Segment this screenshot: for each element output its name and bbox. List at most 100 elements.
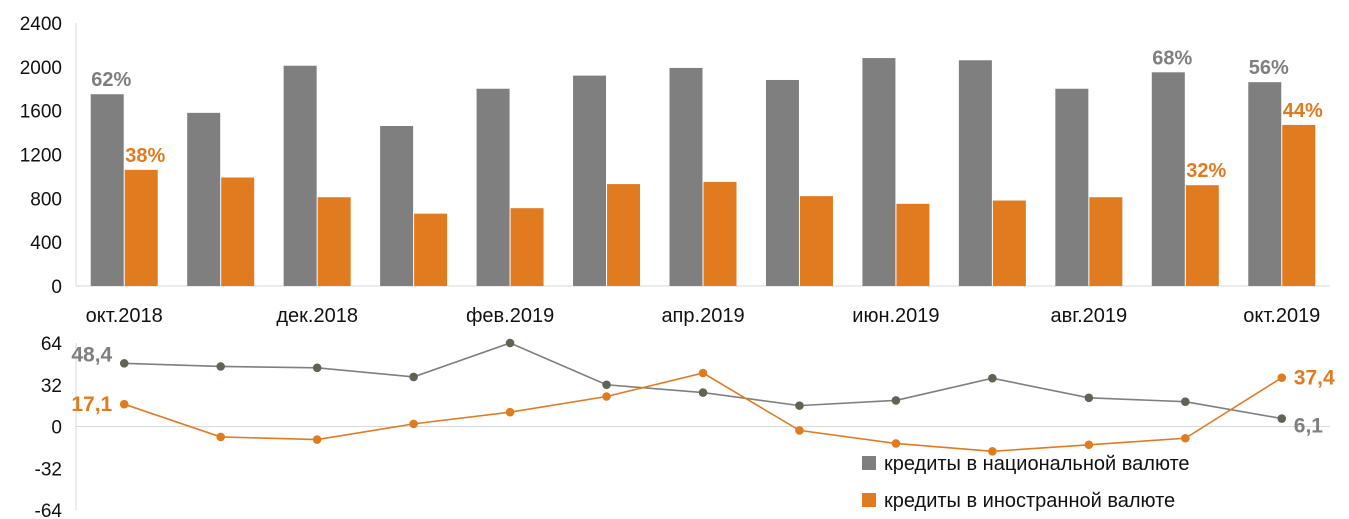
bar-national [573, 75, 607, 286]
bar-x-tick-label: фев.2019 [466, 305, 554, 327]
point-national [1181, 397, 1190, 407]
line-chart: -64 -32 0 32 64 48,4 17,1 6,1 37,4 [35, 334, 1335, 519]
bar-national [1151, 72, 1185, 286]
point-foreign [1277, 373, 1287, 383]
point-national [1277, 414, 1287, 423]
point-foreign [1181, 433, 1190, 443]
bar-annotation: 68% [1152, 47, 1192, 69]
line-point-label: 17,1 [71, 393, 112, 416]
bar-foreign [1185, 185, 1219, 286]
line-y-tick-label: -64 [35, 501, 63, 519]
bar-y-tick-label: 1600 [20, 102, 62, 123]
bar-foreign [607, 184, 641, 286]
bar-x-tick-label: июн.2019 [852, 305, 939, 327]
bar-y-tick-label: 800 [30, 189, 62, 210]
line-y-tick-label: 0 [51, 418, 62, 439]
bar-x-tick-label: апр.2019 [661, 305, 744, 327]
line-point-label: 48,4 [71, 343, 112, 366]
point-foreign [891, 439, 901, 448]
point-national [988, 373, 997, 383]
point-national [505, 338, 515, 348]
bar-chart-axes [75, 23, 1330, 287]
line-chart-axes [75, 343, 1330, 510]
bar-foreign [414, 213, 448, 286]
legend-label-national: кредиты в национальной валюте [884, 453, 1190, 475]
bar-y-tick-label: 2400 [20, 14, 62, 35]
point-foreign [409, 419, 418, 429]
line-chart-point-labels: 48,4 17,1 6,1 37,4 [71, 343, 1335, 437]
bar-national [765, 79, 799, 286]
point-national [409, 372, 418, 382]
line-y-tick-label: -32 [35, 459, 62, 480]
bar-y-tick-label: 2000 [20, 58, 62, 79]
bar-y-tick-label: 1200 [20, 146, 62, 167]
bar-x-tick-label: дек.2018 [276, 305, 358, 327]
bar-annotation: 44% [1283, 100, 1323, 122]
point-foreign [698, 368, 708, 378]
bar-annotation: 56% [1249, 57, 1289, 79]
bar-chart: 0 400 800 1200 1600 2000 2400 окт.2018 дек.2018… [20, 14, 1330, 327]
bar-annotation: 38% [125, 145, 165, 167]
bar-national [187, 112, 221, 286]
point-foreign [312, 435, 322, 444]
line-y-tick-label: 64 [41, 334, 63, 355]
point-national [795, 401, 804, 410]
point-national [312, 363, 322, 373]
bar-foreign [703, 181, 737, 286]
legend-label-foreign: кредиты в иностранной валюте [884, 490, 1175, 512]
bar-foreign [799, 196, 833, 286]
bar-chart-x-ticks: окт.2018 дек.2018 фев.2019 апр.2019 июн.2019… [86, 305, 1321, 327]
line-series-foreign [123, 372, 1283, 453]
point-foreign [119, 399, 129, 409]
line-chart-y-ticks: -64 -32 0 32 64 [35, 334, 63, 519]
bar-x-tick-label: окт.2018 [86, 305, 163, 327]
bar-annotation: 32% [1186, 160, 1226, 182]
bar-y-tick-label: 400 [30, 233, 62, 254]
legend-swatch-national [862, 456, 876, 470]
bar-x-tick-label: авг.2019 [1051, 305, 1128, 327]
line-y-tick-label: 32 [41, 376, 62, 397]
line-series-national [124, 342, 1282, 420]
point-foreign [505, 407, 515, 417]
bar-foreign [510, 208, 544, 286]
point-national [891, 396, 901, 405]
bar-x-tick-label: окт.2019 [1243, 305, 1320, 327]
point-national [602, 380, 611, 390]
point-national [119, 359, 129, 368]
bar-national [958, 60, 992, 287]
point-foreign [602, 392, 611, 401]
point-national [1084, 393, 1094, 403]
bar-y-tick-label: 0 [51, 277, 62, 298]
bar-national [283, 65, 317, 286]
point-foreign [216, 432, 225, 442]
line-point-label: 37,4 [1294, 367, 1335, 390]
line-point-label: 6,1 [1294, 415, 1324, 438]
point-foreign [1084, 440, 1094, 450]
bar-foreign [1089, 197, 1123, 286]
bar-national [90, 94, 124, 287]
point-national [698, 388, 708, 397]
legend: кредиты в национальной валюте кредиты в … [862, 453, 1190, 512]
bar-foreign [124, 169, 158, 286]
point-foreign [795, 426, 804, 435]
bar-foreign [1282, 124, 1316, 286]
point-foreign [988, 446, 997, 456]
bar-foreign [992, 200, 1026, 286]
bar-chart-annotations: 62% 38% 68% 32% 56% 44% [91, 47, 1323, 182]
bar-chart-bars [90, 58, 1316, 287]
bar-national [476, 88, 510, 286]
bar-annotation: 62% [91, 69, 131, 91]
bar-chart-y-ticks: 0 400 800 1200 1600 2000 2400 [20, 14, 62, 298]
point-national [216, 362, 225, 371]
bar-national [1248, 82, 1282, 286]
bar-foreign [317, 197, 351, 286]
bar-national [862, 58, 896, 286]
bar-national [1055, 88, 1089, 286]
bar-national [380, 126, 414, 286]
bar-national [669, 67, 703, 286]
legend-swatch-foreign [862, 493, 876, 507]
bar-foreign [221, 177, 255, 286]
line-chart-series [119, 338, 1287, 456]
bar-foreign [896, 203, 930, 286]
